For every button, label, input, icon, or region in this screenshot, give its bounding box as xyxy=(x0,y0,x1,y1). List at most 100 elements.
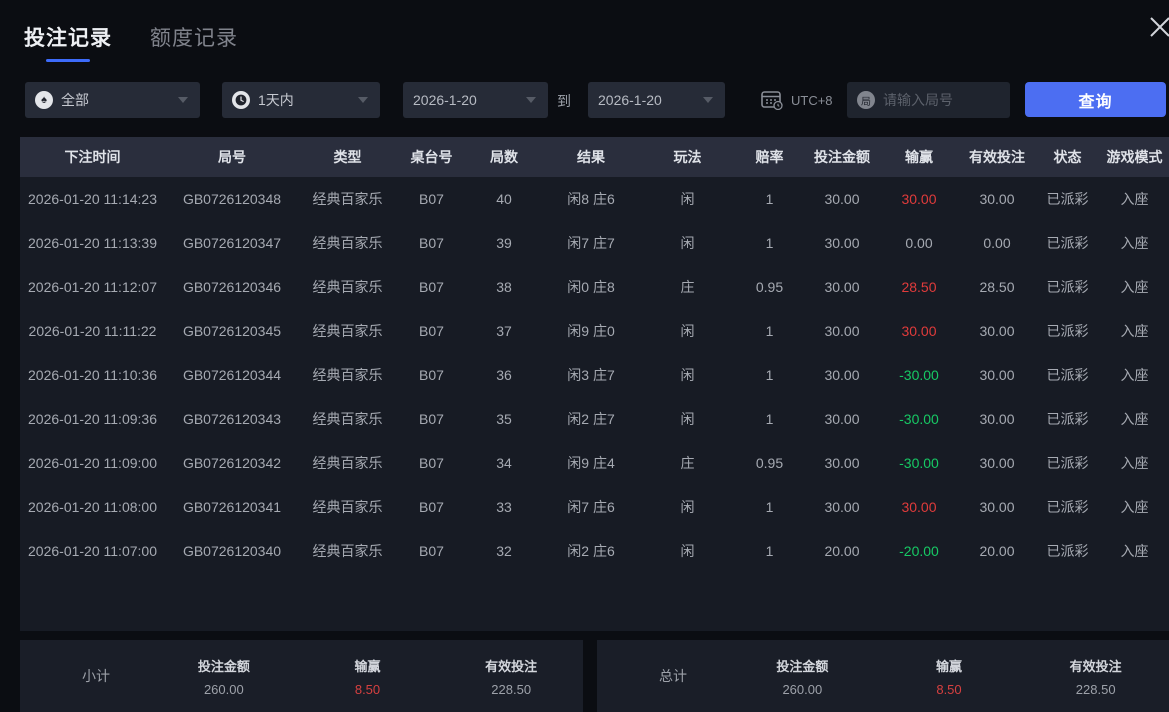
cell-round-id: GB0726120346 xyxy=(182,279,282,295)
subtotal-bet-amount: 投注金额 260.00 xyxy=(197,658,250,697)
col-header-status: 状态 xyxy=(1053,149,1082,165)
cell-valid-bet: 30.00 xyxy=(979,455,1015,471)
cell-result: 闲0 庄8 xyxy=(567,279,615,295)
total-valid-bet: 有效投注 228.50 xyxy=(1069,658,1122,697)
table-row: 2026-01-20 11:11:22 GB0726120345 经典百家乐 B… xyxy=(20,309,1169,353)
table-row: 2026-01-20 11:08:00 GB0726120341 经典百家乐 B… xyxy=(20,485,1169,529)
cell-winloss: 30.00 xyxy=(901,323,937,339)
spade-icon: ♠ xyxy=(35,91,53,109)
cell-game-mode: 入座 xyxy=(1120,279,1149,295)
clock-icon xyxy=(232,91,250,109)
cell-round-id: GB0726120347 xyxy=(182,235,282,251)
cell-valid-bet: 30.00 xyxy=(979,367,1015,383)
col-header-valid-bet: 有效投注 xyxy=(969,149,1025,165)
date-from-dropdown[interactable]: 2026-1-20 xyxy=(403,82,548,118)
tab-bet-records[interactable]: 投注记录 xyxy=(24,22,112,62)
date-to-value: 2026-1-20 xyxy=(598,92,662,108)
cell-valid-bet: 30.00 xyxy=(979,499,1015,515)
cell-round-id: GB0726120341 xyxy=(182,499,282,515)
cell-game-mode: 入座 xyxy=(1120,367,1149,383)
cell-odds: 1 xyxy=(765,235,774,251)
cell-table-no: B07 xyxy=(419,455,444,471)
cell-result: 闲7 庄7 xyxy=(567,235,615,251)
cell-play: 闲 xyxy=(680,499,695,515)
cell-table-no: B07 xyxy=(419,191,444,207)
cell-odds: 0.95 xyxy=(755,279,784,295)
cell-result: 闲9 庄4 xyxy=(567,455,615,471)
tab-bet-records-label: 投注记录 xyxy=(24,27,112,50)
cell-valid-bet: 30.00 xyxy=(979,191,1015,207)
cell-round-no: 33 xyxy=(496,499,512,515)
cell-status: 已派彩 xyxy=(1046,499,1089,515)
cell-round-no: 32 xyxy=(496,543,512,559)
cell-round-id: GB0726120348 xyxy=(182,191,282,207)
close-icon[interactable] xyxy=(1143,10,1169,44)
cell-winloss: 28.50 xyxy=(901,279,937,295)
cell-type: 经典百家乐 xyxy=(312,279,383,295)
tab-bar: 投注记录 额度记录 xyxy=(24,22,238,62)
cell-winloss: -30.00 xyxy=(899,411,939,427)
game-type-dropdown[interactable]: ♠ 全部 xyxy=(25,82,200,118)
cell-bet-time: 2026-01-20 11:10:36 xyxy=(28,367,157,383)
cell-result: 闲2 庄7 xyxy=(567,411,615,427)
cell-game-mode: 入座 xyxy=(1120,411,1149,427)
cell-bet-time: 2026-01-20 11:12:07 xyxy=(28,279,157,295)
date-to-dropdown[interactable]: 2026-1-20 xyxy=(588,82,725,118)
cell-type: 经典百家乐 xyxy=(312,323,383,339)
col-header-game-mode: 游戏模式 xyxy=(1106,149,1163,165)
search-button[interactable]: 查询 xyxy=(1025,82,1166,117)
timezone-label: UTC+8 xyxy=(791,92,833,108)
total-winloss: 输赢 8.50 xyxy=(936,658,963,697)
total-label: 总计 xyxy=(659,668,687,684)
bet-records-table: 下注时间 局号 类型 桌台号 局数 结果 玩法 赔率 投注金额 输赢 有效投注 … xyxy=(20,137,1169,631)
cell-table-no: B07 xyxy=(419,411,444,427)
cell-bet-amount: 30.00 xyxy=(824,455,860,471)
subtotal-panel: 小计 投注金额 260.00 输赢 8.50 有效投注 228.50 xyxy=(20,640,583,712)
cell-bet-time: 2026-01-20 11:08:00 xyxy=(28,499,157,515)
cell-bet-amount: 30.00 xyxy=(824,323,860,339)
total-bet-amount: 投注金额 260.00 xyxy=(776,658,829,697)
cell-result: 闲9 庄0 xyxy=(567,323,615,339)
col-header-table-no: 桌台号 xyxy=(410,149,453,165)
round-badge-icon: 局 xyxy=(857,91,875,109)
round-number-field: 局 xyxy=(847,82,1010,118)
cell-game-mode: 入座 xyxy=(1120,499,1149,515)
cell-type: 经典百家乐 xyxy=(312,455,383,471)
col-header-round-id: 局号 xyxy=(218,149,246,165)
cell-round-id: GB0726120345 xyxy=(182,323,282,339)
cell-bet-time: 2026-01-20 11:11:22 xyxy=(28,323,157,339)
cell-round-id: GB0726120342 xyxy=(182,455,282,471)
active-tab-underline xyxy=(46,59,90,62)
cell-winloss: -30.00 xyxy=(899,455,939,471)
cell-round-no: 34 xyxy=(496,455,512,471)
total-panel: 总计 投注金额 260.00 输赢 8.50 有效投注 228.50 xyxy=(597,640,1169,712)
cell-table-no: B07 xyxy=(419,279,444,295)
chevron-down-icon xyxy=(703,97,713,103)
search-button-label: 查询 xyxy=(1078,93,1113,111)
cell-winloss: 0.00 xyxy=(905,235,933,251)
cell-round-id: GB0726120343 xyxy=(182,411,282,427)
cell-game-mode: 入座 xyxy=(1120,191,1149,207)
table-row: 2026-01-20 11:13:39 GB0726120347 经典百家乐 B… xyxy=(20,221,1169,265)
cell-type: 经典百家乐 xyxy=(312,411,383,427)
cell-play: 庄 xyxy=(680,455,695,471)
cell-round-id: GB0726120344 xyxy=(182,367,282,383)
time-range-dropdown[interactable]: 1天内 xyxy=(222,82,380,118)
cell-table-no: B07 xyxy=(419,323,444,339)
cell-status: 已派彩 xyxy=(1046,235,1089,251)
cell-bet-time: 2026-01-20 11:09:00 xyxy=(28,455,157,471)
cell-bet-amount: 30.00 xyxy=(824,411,860,427)
cell-winloss: 30.00 xyxy=(901,499,937,515)
cell-bet-time: 2026-01-20 11:07:00 xyxy=(28,543,157,559)
cell-play: 庄 xyxy=(680,279,695,295)
round-number-input[interactable] xyxy=(883,92,1000,108)
cell-winloss: -20.00 xyxy=(899,543,939,559)
cell-round-no: 35 xyxy=(496,411,512,427)
tab-quota-records[interactable]: 额度记录 xyxy=(150,22,238,62)
cell-play: 闲 xyxy=(680,543,695,559)
time-range-value: 1天内 xyxy=(258,92,294,108)
subtotal-winloss: 输赢 8.50 xyxy=(354,658,381,697)
cell-game-mode: 入座 xyxy=(1120,455,1149,471)
subtotal-label: 小计 xyxy=(82,668,110,684)
cell-round-no: 39 xyxy=(496,235,512,251)
